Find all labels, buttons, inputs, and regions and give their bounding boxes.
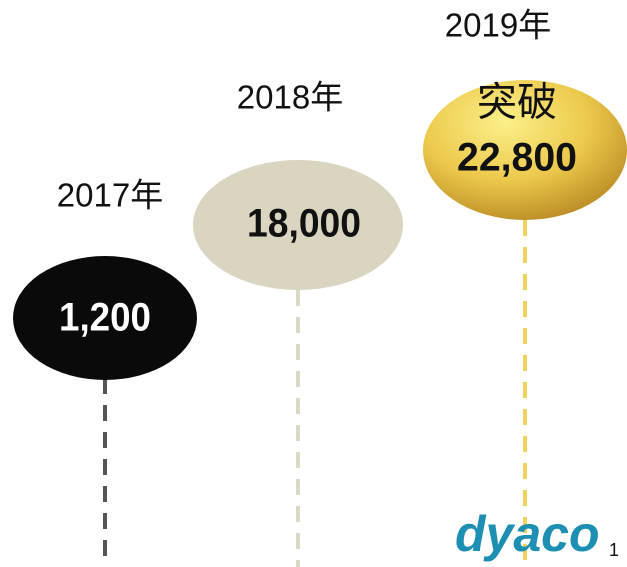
year-label: 2017年 bbox=[57, 177, 163, 214]
value-label: 22,800 bbox=[457, 136, 577, 180]
value-label: 1,200 bbox=[59, 296, 151, 340]
value-label: 18,000 bbox=[247, 202, 361, 246]
page-number: 1 bbox=[609, 540, 619, 560]
prefix-label: 突破 bbox=[477, 81, 557, 125]
logo: dyaco bbox=[455, 506, 600, 562]
bubble-2017 bbox=[13, 256, 197, 380]
year-label: 2018年 bbox=[237, 79, 343, 116]
bubble-2019 bbox=[423, 80, 627, 220]
bubble-2018 bbox=[193, 160, 403, 290]
year-label: 2019年 bbox=[445, 7, 551, 44]
